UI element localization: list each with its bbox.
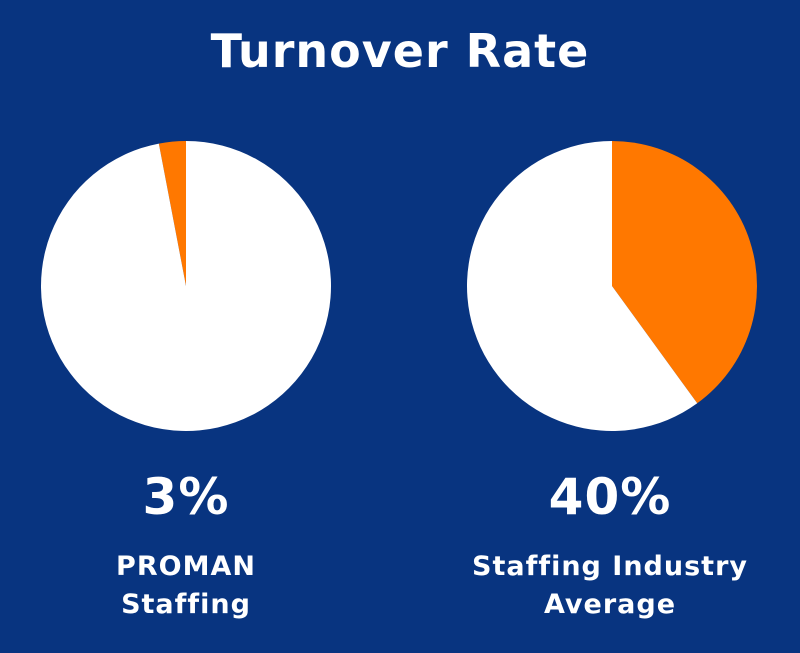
pie-slice-turnover bbox=[158, 141, 186, 286]
proman-label-line-1: PROMAN bbox=[116, 551, 256, 582]
industry-label-line-2: Average bbox=[543, 589, 677, 620]
industry-label: Staffing Industry Average bbox=[410, 548, 800, 624]
industry-turnover-value: 40% bbox=[548, 468, 672, 526]
pie-slice-turnover bbox=[612, 141, 757, 404]
proman-label-line-2: Staffing bbox=[121, 589, 251, 620]
industry-label-line-1: Staffing Industry bbox=[472, 551, 748, 582]
chart-title: Turnover Rate bbox=[210, 24, 590, 78]
pie-chart-industry bbox=[467, 141, 757, 431]
pie-slice-retained bbox=[41, 141, 331, 431]
proman-label: PROMAN Staffing bbox=[0, 548, 386, 624]
pie-slice-retained bbox=[467, 141, 698, 431]
proman-turnover-value: 3% bbox=[142, 468, 230, 526]
pie-chart-proman bbox=[41, 141, 331, 431]
